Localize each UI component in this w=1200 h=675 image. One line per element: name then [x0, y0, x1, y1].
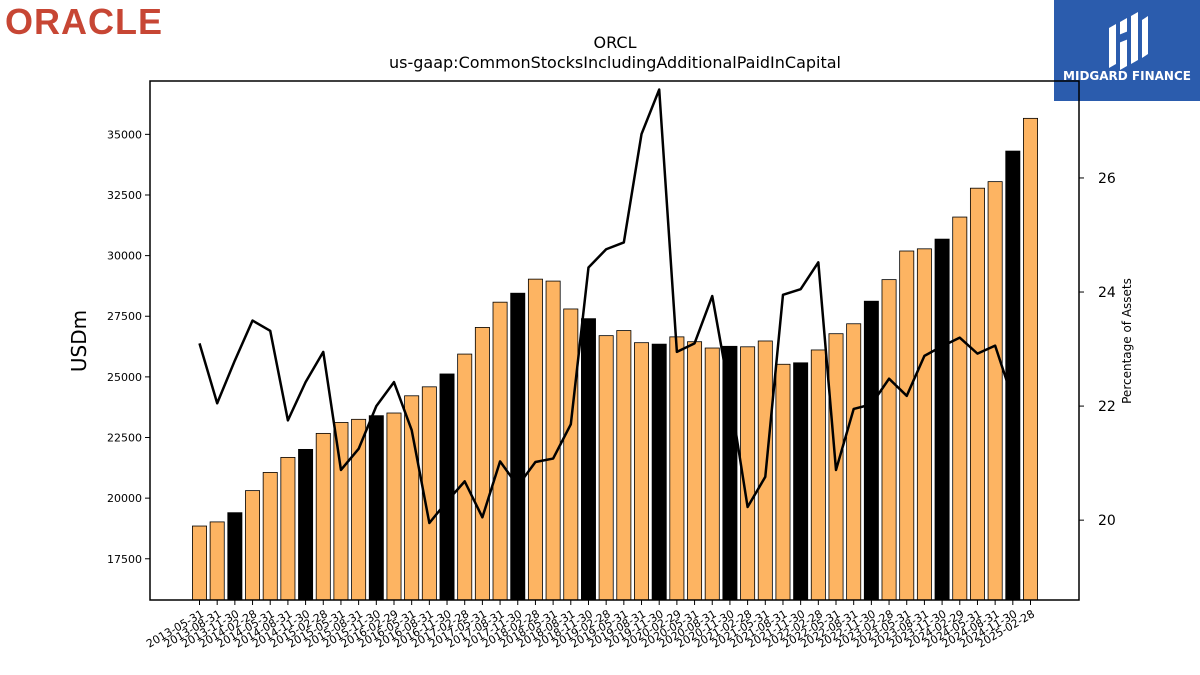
bar [881, 279, 897, 601]
bar [404, 395, 420, 601]
bar [704, 347, 720, 601]
bar [863, 300, 879, 601]
bar [192, 525, 207, 601]
bar [722, 345, 738, 601]
y-tick-label: 25000 [107, 371, 142, 384]
y-tick-label: 35000 [107, 128, 142, 141]
bar [563, 308, 579, 601]
bar [245, 490, 261, 601]
y-tick-label: 22500 [107, 432, 142, 445]
bar [209, 521, 225, 601]
bar [846, 323, 862, 601]
y-tick-label: 30000 [107, 250, 142, 263]
bar [492, 301, 508, 601]
bar [510, 292, 526, 601]
bar [439, 373, 455, 601]
series-line [198, 88, 1015, 525]
midgard-finance-wordmark: MIDGARD FINANCE [1063, 69, 1191, 83]
y2-tick-label: 26 [1098, 171, 1116, 187]
bar [368, 415, 384, 601]
bar [899, 250, 915, 601]
bar [952, 216, 968, 601]
bar [581, 318, 596, 601]
bar [386, 412, 402, 601]
bar [616, 330, 632, 601]
bar [1023, 117, 1038, 601]
bar [916, 248, 932, 601]
bar [545, 280, 561, 601]
bar [634, 342, 649, 601]
bar [298, 448, 314, 601]
bar [598, 335, 614, 601]
bar [227, 512, 243, 601]
plot-frame [149, 80, 1080, 601]
bar [457, 353, 473, 601]
bar [333, 422, 349, 601]
bar [527, 278, 543, 601]
y2-tick-label: 22 [1098, 399, 1116, 415]
y-tick-label: 20000 [107, 492, 142, 505]
y2-tick-label: 20 [1098, 513, 1116, 529]
oracle-logo: ORACLE [5, 1, 163, 42]
y2-tick-label: 24 [1098, 285, 1116, 301]
chart-subtitle: us-gaap:CommonStocksIncludingAdditionalP… [389, 53, 841, 72]
bars-group [192, 117, 1038, 601]
bar [315, 432, 331, 601]
x-axis: 2013-05-312013-08-312013-11-302014-02-28… [144, 600, 1037, 651]
y2-axis-label: Percentage of Assets [1120, 278, 1134, 404]
bar [474, 327, 490, 601]
bar [669, 336, 685, 601]
y-tick-label: 27500 [107, 310, 142, 323]
chart-title: ORCL [594, 33, 637, 52]
y-axis-right: 20 22 24 26 [1079, 171, 1116, 529]
bar [969, 187, 985, 601]
y-axis-left: 17500 20000 22500 25000 27500 30000 32500 35000 [107, 128, 150, 566]
y-tick-label: 32500 [107, 189, 142, 202]
bar [280, 456, 296, 601]
bar [793, 362, 809, 601]
bar [651, 343, 667, 601]
bar [810, 349, 826, 601]
bar [934, 238, 950, 601]
y-axis-label: USDm [67, 310, 91, 372]
line-group [198, 88, 1015, 525]
bar [987, 181, 1003, 601]
bar [687, 341, 703, 601]
bar [1005, 150, 1021, 601]
y-tick-label: 17500 [107, 553, 142, 566]
bar [775, 363, 791, 601]
stylized-m-icon [1109, 12, 1148, 70]
bar [262, 472, 278, 601]
